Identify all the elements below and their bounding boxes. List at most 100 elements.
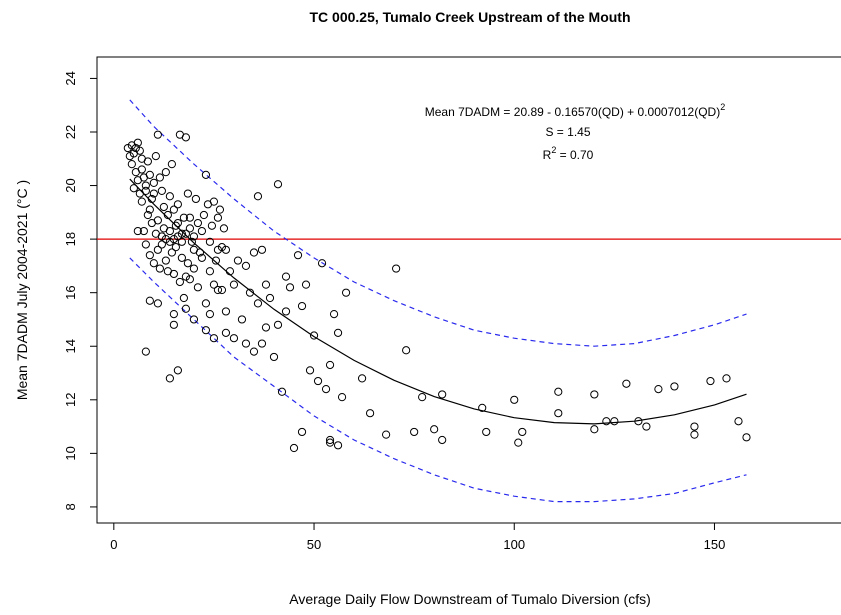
point bbox=[289, 443, 299, 453]
y-axis-label: Mean 7DADM July 2004-2021 (°C ) bbox=[14, 180, 30, 400]
point bbox=[189, 264, 199, 273]
point bbox=[157, 240, 166, 249]
r2-sup: 2 bbox=[551, 145, 556, 155]
y-tick-label: 22 bbox=[63, 125, 78, 139]
point bbox=[145, 205, 154, 214]
point bbox=[209, 334, 219, 343]
r2-base: R bbox=[543, 148, 552, 162]
point bbox=[191, 194, 201, 204]
point bbox=[175, 277, 184, 287]
point bbox=[293, 251, 303, 260]
point bbox=[133, 138, 142, 147]
point bbox=[301, 280, 311, 289]
y-tick-label: 18 bbox=[63, 232, 78, 246]
point bbox=[742, 433, 751, 442]
point bbox=[333, 328, 343, 337]
point bbox=[165, 192, 174, 201]
point bbox=[281, 307, 291, 316]
point bbox=[177, 253, 186, 262]
x-tick-label: 0 bbox=[110, 537, 117, 552]
point bbox=[325, 360, 335, 370]
point bbox=[510, 395, 519, 404]
point bbox=[622, 379, 631, 388]
point bbox=[169, 320, 178, 329]
point bbox=[382, 430, 391, 439]
point bbox=[169, 235, 178, 244]
point bbox=[157, 186, 166, 196]
point bbox=[233, 256, 243, 265]
point bbox=[169, 269, 178, 279]
point bbox=[253, 299, 263, 308]
y-tick-label: 24 bbox=[63, 71, 78, 85]
y-tick-label: 8 bbox=[63, 503, 78, 510]
point bbox=[125, 151, 134, 161]
point bbox=[305, 366, 315, 375]
point bbox=[269, 352, 279, 362]
point bbox=[229, 280, 239, 289]
point bbox=[325, 435, 335, 445]
point bbox=[189, 245, 199, 254]
equation: Mean 7DADM = 20.89 - 0.16570(QD) + 0.000… bbox=[425, 102, 726, 119]
point bbox=[141, 186, 150, 196]
point bbox=[634, 417, 643, 426]
point bbox=[245, 288, 255, 297]
point bbox=[325, 438, 335, 447]
point bbox=[357, 374, 367, 383]
point bbox=[215, 205, 225, 214]
point bbox=[654, 384, 663, 394]
curve bbox=[129, 257, 747, 503]
point bbox=[153, 130, 162, 139]
r2-stat: R2 = 0.70 bbox=[543, 145, 594, 162]
point bbox=[129, 184, 138, 193]
point bbox=[179, 213, 188, 222]
y-tick-label: 20 bbox=[63, 178, 78, 192]
point bbox=[257, 245, 267, 254]
s-stat: S = 1.45 bbox=[545, 125, 590, 139]
point bbox=[173, 218, 182, 228]
plot-frame bbox=[96, 56, 841, 524]
point bbox=[189, 315, 199, 324]
point bbox=[165, 226, 174, 236]
point bbox=[201, 170, 211, 179]
point bbox=[209, 197, 219, 206]
point bbox=[213, 213, 223, 222]
point bbox=[197, 226, 207, 236]
point bbox=[137, 197, 146, 206]
point bbox=[177, 229, 186, 238]
point bbox=[193, 218, 203, 228]
point bbox=[213, 245, 223, 254]
point bbox=[205, 267, 215, 276]
point bbox=[141, 347, 150, 356]
point bbox=[590, 390, 599, 399]
point bbox=[171, 243, 180, 252]
r2-rest: = 0.70 bbox=[556, 148, 593, 162]
point bbox=[167, 160, 176, 169]
point bbox=[518, 427, 527, 437]
point bbox=[141, 181, 150, 190]
point bbox=[410, 427, 419, 437]
point bbox=[297, 301, 307, 311]
point bbox=[185, 224, 194, 233]
point bbox=[183, 259, 192, 268]
y-tick-label: 14 bbox=[63, 339, 78, 353]
point bbox=[734, 417, 743, 426]
point bbox=[205, 310, 215, 319]
point bbox=[131, 143, 140, 153]
point bbox=[149, 178, 158, 187]
point bbox=[201, 326, 211, 335]
point bbox=[205, 237, 215, 246]
point bbox=[149, 259, 158, 268]
y-tick-label: 16 bbox=[63, 285, 78, 299]
chart-title: TC 000.25, Tumalo Creek Upstream of the … bbox=[309, 9, 630, 25]
point bbox=[365, 409, 375, 418]
point bbox=[642, 422, 651, 431]
point bbox=[249, 347, 259, 356]
point bbox=[137, 165, 146, 174]
point bbox=[181, 229, 190, 238]
point bbox=[147, 194, 156, 204]
curve bbox=[129, 99, 747, 347]
point bbox=[514, 438, 523, 447]
point bbox=[253, 192, 263, 201]
point bbox=[337, 393, 347, 402]
